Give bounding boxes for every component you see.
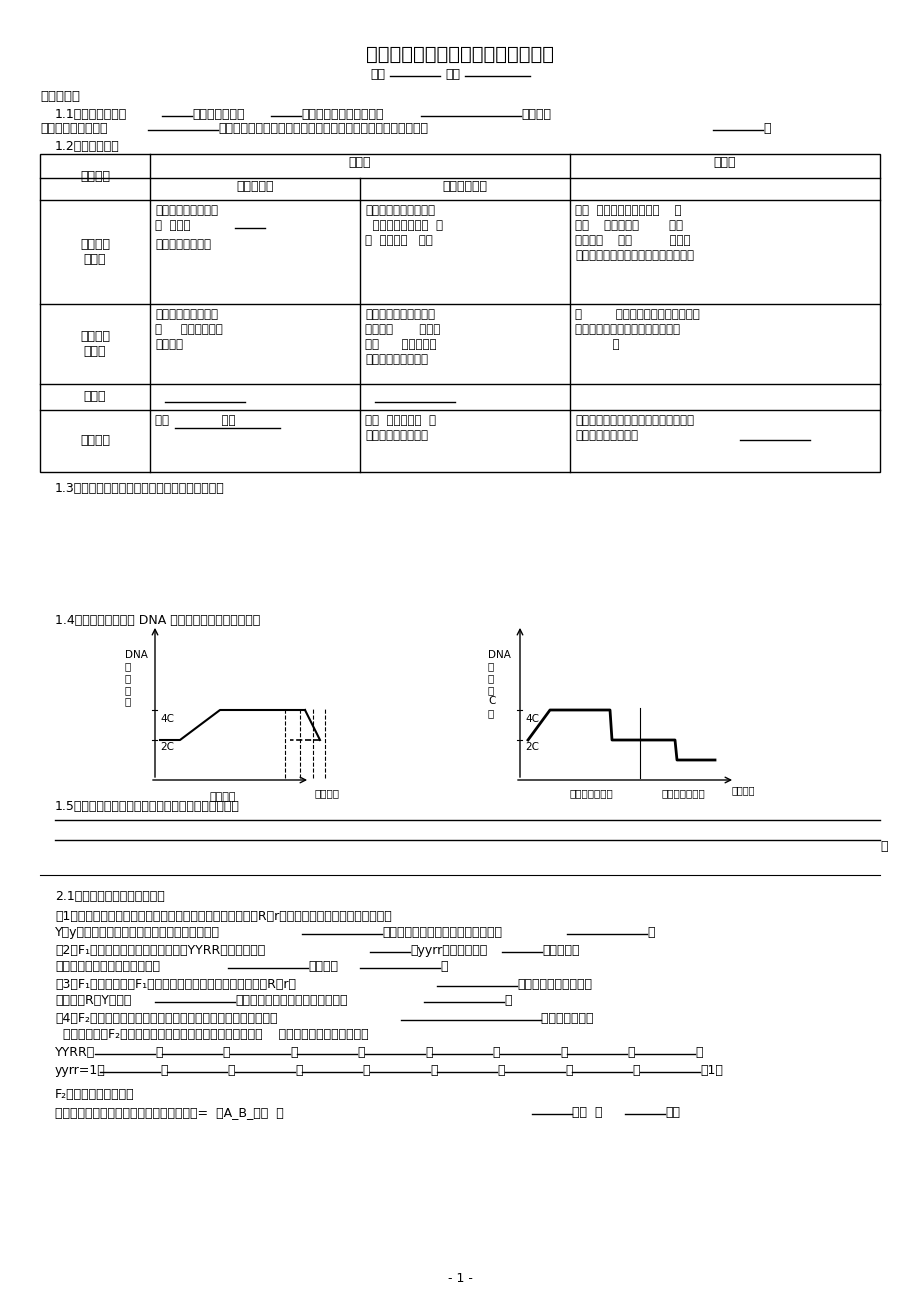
Text: ；: ；: [289, 1046, 297, 1059]
Text: 。: 。: [646, 926, 653, 939]
Text: DNA
含
量
变
化: DNA 含 量 变 化: [125, 650, 148, 707]
Text: YYRR：: YYRR：: [55, 1046, 96, 1059]
Text: 一个初级卵母细胞产生
  个次级卵母细胞（  ）
和  个极体（   ）。: 一个初级卵母细胞产生 个次级卵母细胞（ ） 和 个极体（ ）。: [365, 204, 443, 247]
Text: 班级: 班级: [369, 68, 384, 81]
Text: 不同点: 不同点: [348, 156, 371, 169]
Text: ，而染色: ，而染色: [520, 108, 550, 121]
Text: 1.4、请在坐标中画出 DNA 和染色体的含量变化曲线：: 1.4、请在坐标中画出 DNA 和染色体的含量变化曲线：: [55, 615, 260, 628]
Text: 结合后，产生的遗传因子组成为: 结合后，产生的遗传因子组成为: [55, 960, 160, 973]
Text: ，同时不成对的遗传因: ，同时不成对的遗传因: [516, 978, 591, 991]
Text: （时间）: （时间）: [732, 785, 754, 796]
Text: 一个初级精母细胞产
生  个大小: 一个初级精母细胞产 生 个大小: [154, 204, 218, 232]
Text: 2C: 2C: [160, 742, 174, 753]
Text: ：: ：: [227, 1064, 234, 1077]
Text: 、         分开，子细胞的染色体数目
不变。减数第二次分裂后期染色体   
          。: 、 分开，子细胞的染色体数目 不变。减数第二次分裂后期染色体 。: [574, 309, 699, 352]
Text: 比较项目: 比较项目: [80, 171, 110, 184]
Text: 种结合方式；F₂的遗传因子组成及比例，遗传因子组成共有    种，他们的类型及比例是：: 种结合方式；F₂的遗传因子组成及比例，遗传因子组成共有 种，他们的类型及比例是：: [55, 1029, 369, 1042]
Text: 相同点: 相同点: [713, 156, 735, 169]
Text: 4C: 4C: [160, 713, 174, 724]
Text: 生殖细胞的过程中。细胞: 生殖细胞的过程中。细胞: [301, 108, 383, 121]
Text: 1.2、完成下表：: 1.2、完成下表：: [55, 141, 119, 154]
Text: （3）F₁配子的产生：F₁在产生配子时成对的遗传因子（如：R、r）: （3）F₁配子的产生：F₁在产生配子时成对的遗传因子（如：R、r）: [55, 978, 296, 991]
Text: ：: ：: [492, 1046, 499, 1059]
Text: 卵细胞的形成: 卵细胞的形成: [442, 180, 487, 193]
Text: ；: ；: [694, 1046, 702, 1059]
Text: 生殖细胞发展到: 生殖细胞发展到: [192, 108, 244, 121]
Text: 专题一：减数分裂及孟德尔遗传定律: 专题一：减数分裂及孟德尔遗传定律: [366, 46, 553, 64]
Text: ）：  （: ）： （: [572, 1105, 602, 1118]
Text: （4）F₂的遗传因子组成及性状表现：受精时，雌雄配子的结合是: （4）F₂的遗传因子组成及性状表现：受精时，雌雄配子的结合是: [55, 1012, 278, 1025]
Text: 2.1、对自由组合现象的解释：: 2.1、对自由组合现象的解释：: [55, 891, 165, 904]
Text: 。: 。: [504, 993, 511, 1006]
Text: 1.1、减数分裂：从: 1.1、减数分裂：从: [55, 108, 127, 121]
Text: 黄色圆粒：黄色皱粒：绿色圆粒：绿色皱粒=  （A_B_）：  （: 黄色圆粒：黄色皱粒：绿色圆粒：绿色皱粒= （A_B_）： （: [55, 1105, 283, 1118]
Text: 有丝分裂: 有丝分裂: [209, 792, 235, 802]
Text: 变形否: 变形否: [84, 391, 106, 404]
Text: 产生              精子: 产生 精子: [154, 414, 235, 427]
Text: 。结果新产生的生殖细胞中的染色体数目，只有原始生殖细胞的: 。结果新产生的生殖细胞中的染色体数目，只有原始生殖细胞的: [218, 122, 427, 135]
Text: ：: ：: [357, 1046, 364, 1059]
Text: 体在整个分裂过程中: 体在整个分裂过程中: [40, 122, 108, 135]
Text: （时间）: （时间）: [314, 788, 340, 798]
Text: 两个次级精母细胞形
成     个同样大小的
精细胞。: 两个次级精母细胞形 成 个同样大小的 精细胞。: [154, 309, 222, 352]
Text: ；: ；: [425, 1046, 432, 1059]
Text: DNA
含
量
（
C
）: DNA 含 量 （ C ）: [487, 650, 510, 717]
Text: ；: ；: [154, 1046, 163, 1059]
Text: 。: 。: [762, 122, 770, 135]
Text: ）：: ）：: [664, 1105, 679, 1118]
Text: 减数第一
次分裂: 减数第一 次分裂: [80, 238, 110, 266]
Text: 。两种配子: 。两种配子: [541, 944, 579, 957]
Text: ；: ；: [429, 1064, 437, 1077]
Text: ；: ；: [560, 1046, 567, 1059]
Text: 。: 。: [879, 840, 887, 853]
Text: 。: 。: [439, 960, 447, 973]
Text: 1.5、用自己的话说明减数分裂与有丝分裂的不同点：: 1.5、用自己的话说明减数分裂与有丝分裂的不同点：: [55, 799, 240, 812]
Text: ；: ；: [295, 1064, 302, 1077]
Text: ，表现为: ，表现为: [308, 960, 337, 973]
Text: 子（如：R和Y）可以: 子（如：R和Y）可以: [55, 993, 131, 1006]
Text: 回归教材：: 回归教材：: [40, 90, 80, 103]
Text: 4C: 4C: [525, 713, 539, 724]
Text: ：: ：: [627, 1046, 634, 1059]
Text: 的；雌雄配子有: 的；雌雄配子有: [540, 1012, 601, 1025]
Text: （2）F₁的遗传因子的组成：亲代中，YYRR产生一种配子: （2）F₁的遗传因子的组成：亲代中，YYRR产生一种配子: [55, 944, 265, 957]
Text: yyrr=1：: yyrr=1：: [55, 1064, 106, 1077]
Text: ：: ：: [496, 1064, 504, 1077]
Text: （1）遗传因子决定性状：豌豆的圆粒和皱粒分别由遗传因子R、r控制，黄色和绿色分别由遗传因子: （1）遗传因子决定性状：豌豆的圆粒和皱粒分别由遗传因子R、r控制，黄色和绿色分别…: [55, 910, 391, 923]
Text: 子细胞的染色体数目比原始生殖细胞的
染色体数目减少一半: 子细胞的染色体数目比原始生殖细胞的 染色体数目减少一半: [574, 414, 693, 441]
Bar: [40, 154, 879, 473]
Text: ，yyrr产生一种配子: ，yyrr产生一种配子: [410, 944, 487, 957]
Text: ，这样形成的配子的种类及比例为: ，这样形成的配子的种类及比例为: [234, 993, 347, 1006]
Text: 的次级精母细胞。: 的次级精母细胞。: [154, 238, 210, 251]
Text: - 1 -: - 1 -: [447, 1272, 472, 1285]
Text: 姓名: 姓名: [445, 68, 460, 81]
Text: 都有  复制，都有联会形成    、
都有    染色单体的        ，同
源染色体    、及          自由组
合等现象，子细胞的染色体数目减: 都有 复制，都有联会形成 、 都有 染色单体的 ，同 源染色体 、及 自由组 合…: [574, 204, 693, 262]
Text: 分裂结果: 分裂结果: [80, 435, 110, 448]
Text: ：: ：: [221, 1046, 229, 1059]
Text: 1.3、请以精子形成为例画出减数分裂过程简图：: 1.3、请以精子形成为例画出减数分裂过程简图：: [55, 482, 224, 495]
Text: 减数第一次分裂: 减数第一次分裂: [569, 788, 612, 798]
Text: 精子的形成: 精子的形成: [236, 180, 274, 193]
Text: ，纯种绿色皱粒豌豆遗传因子组成为: ，纯种绿色皱粒豌豆遗传因子组成为: [381, 926, 502, 939]
Text: 减数第二次分裂: 减数第二次分裂: [662, 788, 705, 798]
Text: F₂的性状表现及比例：: F₂的性状表现及比例：: [55, 1088, 134, 1101]
Text: ：: ：: [631, 1064, 639, 1077]
Text: 减数第二
次分裂: 减数第二 次分裂: [80, 329, 110, 358]
Text: 2C: 2C: [525, 742, 539, 753]
Text: Y、y控制。纯合黄色圆粒豌豆的遗传因子组成为: Y、y控制。纯合黄色圆粒豌豆的遗传因子组成为: [55, 926, 220, 939]
Text: ；: ；: [160, 1064, 167, 1077]
Text: 一个次级卵母细胞形成
一个大的       和一个
小的      ，原来的极
体分裂成两个极体。: 一个次级卵母细胞形成 一个大的 和一个 小的 ，原来的极 体分裂成两个极体。: [365, 309, 440, 366]
Text: ：: ：: [361, 1064, 369, 1077]
Text: ：1。: ：1。: [699, 1064, 722, 1077]
Text: 产生  个卵细胞，  个
极体（退化消失）。: 产生 个卵细胞， 个 极体（退化消失）。: [365, 414, 436, 441]
Text: ；: ；: [564, 1064, 572, 1077]
